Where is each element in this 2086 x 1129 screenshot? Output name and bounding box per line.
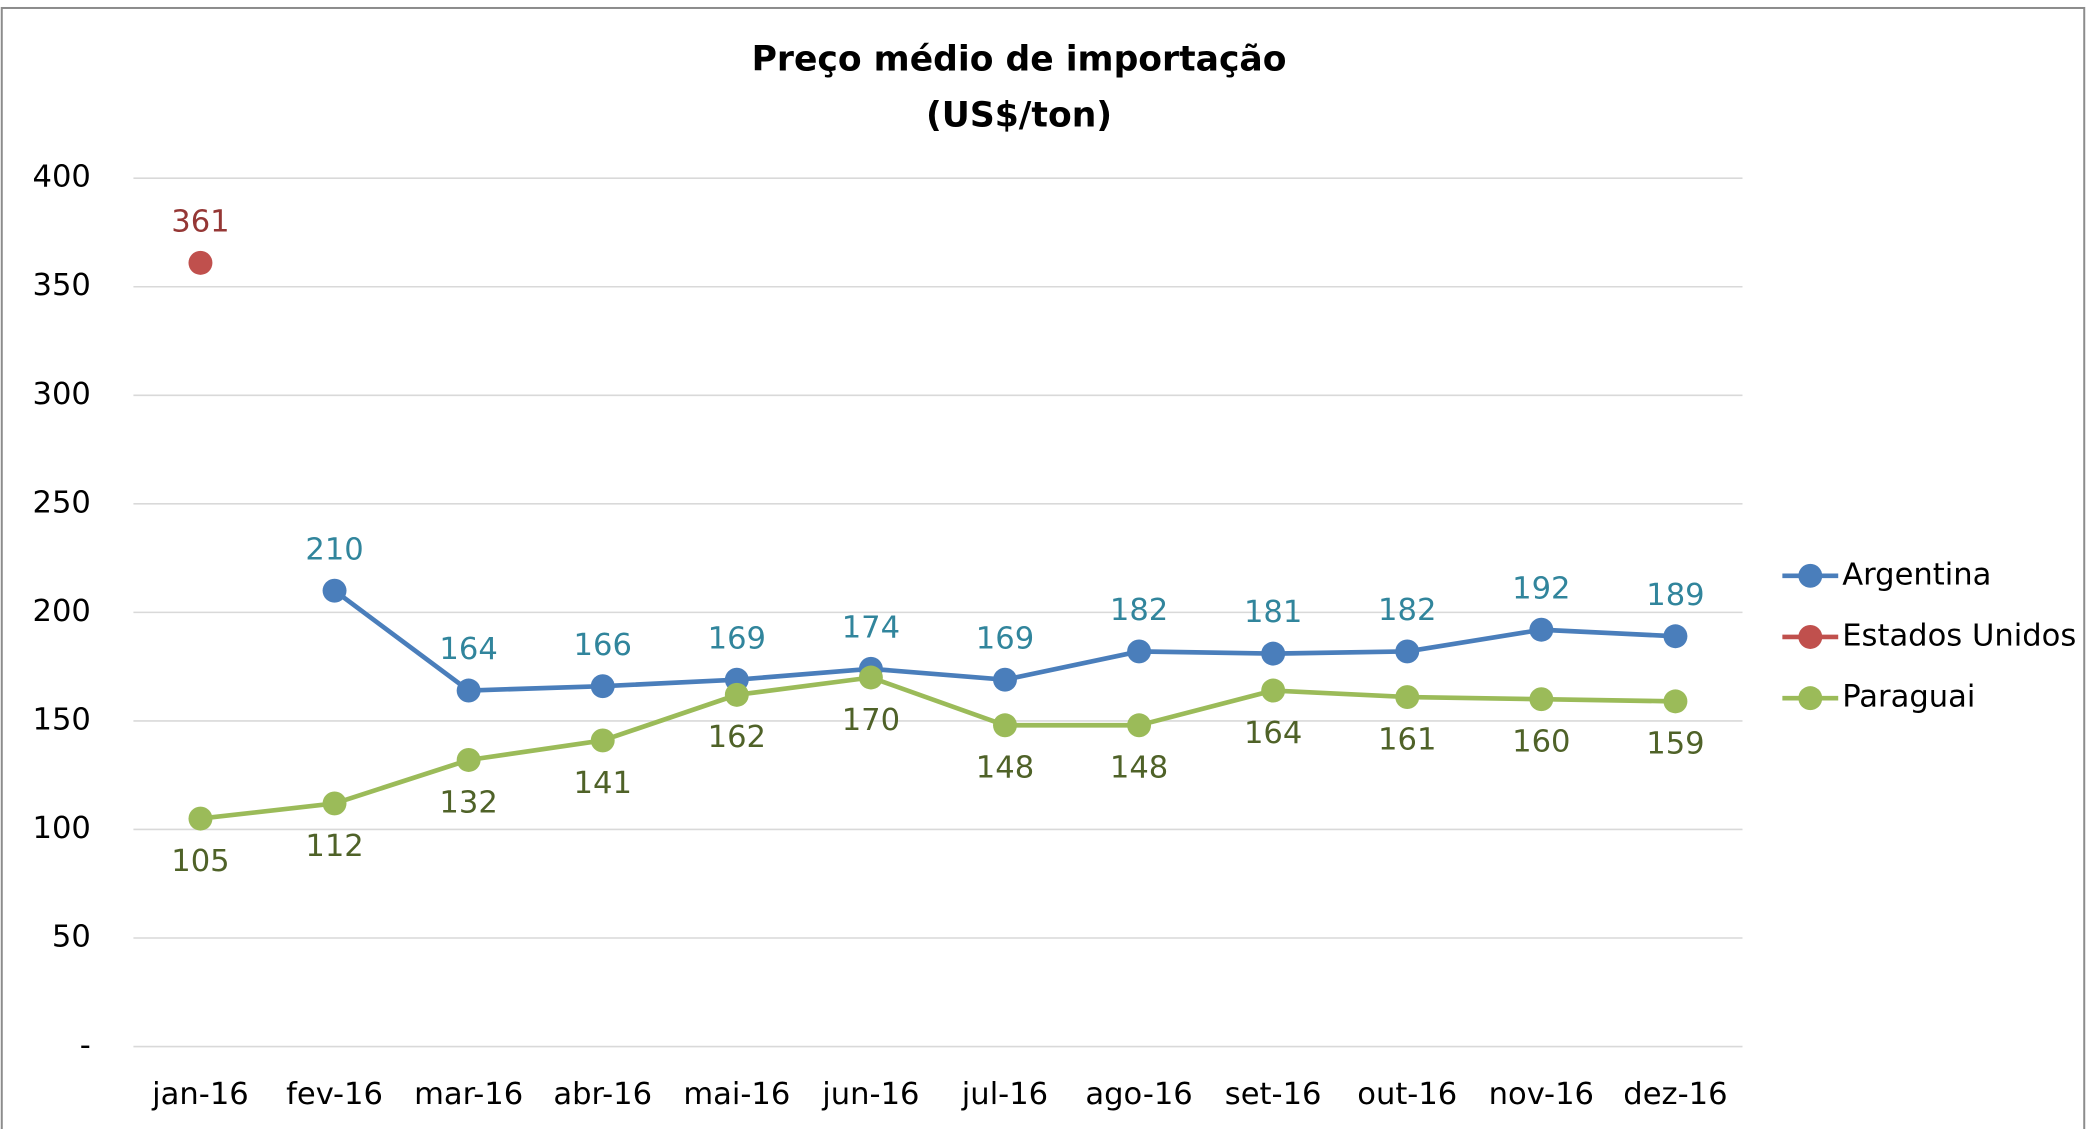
y-tick-label: 350	[32, 268, 90, 303]
data-point	[322, 791, 347, 816]
data-label: 164	[439, 632, 497, 667]
data-point	[993, 667, 1017, 692]
data-point	[456, 678, 481, 703]
chart-subtitle: (US$/ton)	[926, 96, 1112, 136]
data-point	[1261, 678, 1286, 703]
legend-label: Argentina	[1842, 557, 1991, 592]
chart-title: Preço médio de importação	[752, 40, 1287, 80]
data-point	[1529, 617, 1554, 642]
data-label: 112	[305, 829, 363, 864]
x-tick-label: fev-16	[286, 1077, 383, 1112]
data-label: 166	[574, 628, 632, 663]
data-point	[188, 250, 213, 275]
y-tick-label: 400	[32, 160, 90, 195]
chart-frame	[0, 6, 2086, 1129]
data-label: 148	[1110, 751, 1168, 786]
y-tick-label: 150	[32, 702, 90, 737]
data-point	[1529, 687, 1554, 712]
data-label: 182	[1110, 593, 1168, 628]
y-tick-label: 100	[32, 811, 90, 846]
data-point	[1663, 624, 1688, 649]
data-label: 189	[1646, 578, 1704, 613]
data-label: 148	[976, 751, 1034, 786]
data-label: 192	[1512, 571, 1570, 606]
data-point	[1127, 713, 1152, 738]
data-point	[724, 682, 749, 707]
data-point	[1261, 641, 1286, 666]
x-tick-label: mar-16	[414, 1077, 523, 1112]
x-tick-label: jun-16	[821, 1077, 919, 1112]
data-point	[858, 665, 883, 690]
data-point	[993, 713, 1017, 738]
x-tick-label: set-16	[1225, 1077, 1322, 1112]
y-tick-label: -	[80, 1028, 91, 1063]
data-label: 132	[439, 785, 497, 820]
y-tick-label: 250	[32, 485, 90, 520]
data-label: 169	[976, 621, 1034, 656]
x-tick-label: ago-16	[1085, 1077, 1192, 1112]
legend-marker	[1798, 686, 1823, 711]
data-point	[1127, 639, 1152, 664]
legend-label: Estados Unidos	[1842, 618, 2076, 653]
data-label: 162	[708, 720, 766, 755]
data-point	[1395, 685, 1420, 710]
legend-marker	[1798, 625, 1823, 649]
data-label: 169	[708, 621, 766, 656]
data-label: 361	[171, 204, 229, 239]
legend-label: Paraguai	[1842, 680, 1975, 715]
data-point	[188, 806, 213, 831]
y-tick-label: 300	[32, 377, 90, 412]
data-point	[590, 674, 615, 699]
data-point	[590, 728, 615, 753]
data-point	[456, 748, 481, 772]
data-label: 182	[1378, 593, 1436, 628]
data-label: 159	[1646, 727, 1704, 762]
legend-marker	[1798, 563, 1823, 588]
data-label: 174	[842, 610, 900, 645]
data-point	[1395, 639, 1420, 664]
data-label: 181	[1244, 595, 1302, 630]
x-tick-label: jan-16	[151, 1077, 249, 1112]
data-label: 164	[1244, 716, 1302, 751]
x-tick-label: out-16	[1357, 1077, 1457, 1112]
data-label: 160	[1512, 725, 1570, 760]
y-tick-label: 200	[32, 594, 90, 629]
data-label: 161	[1378, 722, 1436, 757]
data-label: 105	[171, 844, 229, 879]
x-tick-label: nov-16	[1489, 1077, 1594, 1112]
y-tick-label: 50	[52, 920, 91, 955]
data-point	[322, 578, 347, 603]
data-label: 170	[842, 703, 900, 738]
data-point	[1663, 689, 1688, 714]
x-tick-label: mai-16	[683, 1077, 790, 1112]
data-label: 141	[574, 766, 632, 801]
data-label: 210	[305, 532, 363, 567]
x-tick-label: abr-16	[553, 1077, 652, 1112]
series-line	[200, 675, 1676, 821]
x-tick-label: dez-16	[1623, 1077, 1727, 1112]
x-tick-label: jul-16	[961, 1077, 1048, 1112]
